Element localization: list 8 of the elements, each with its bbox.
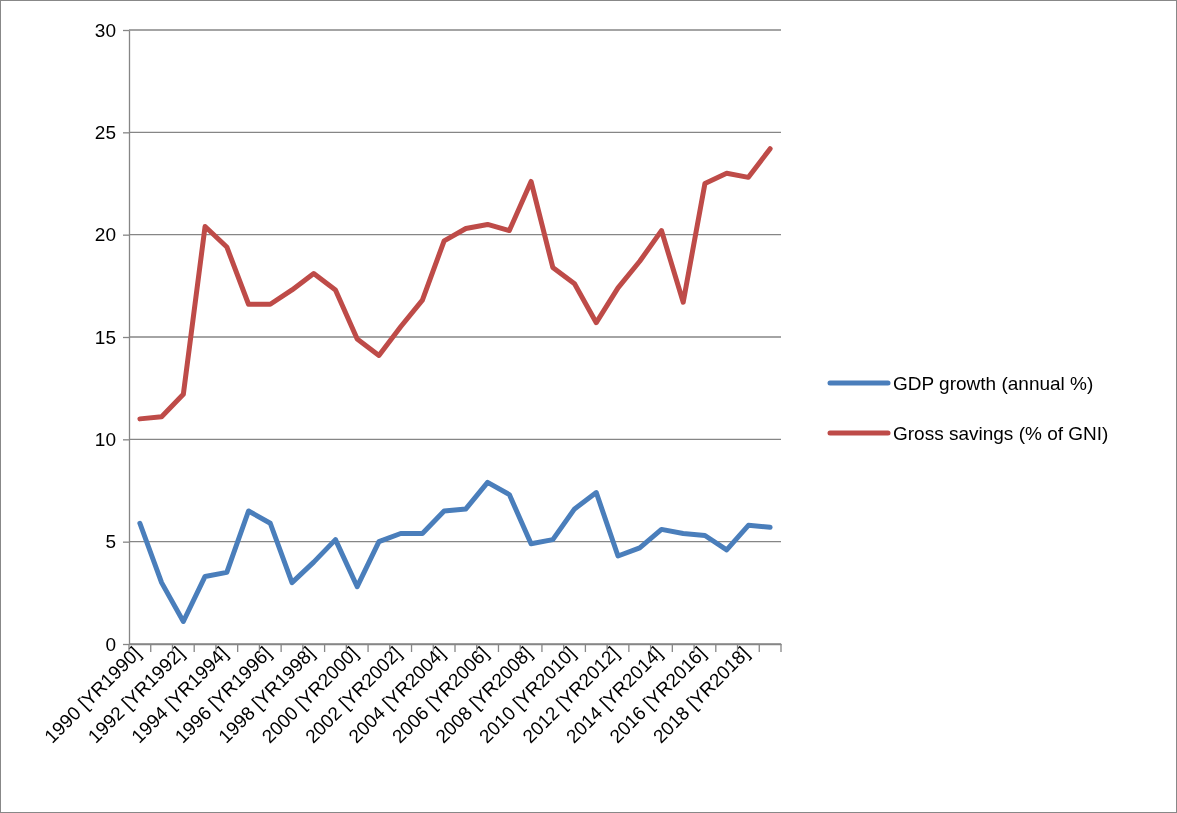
legend-label: Gross savings (% of GNI): [893, 423, 1109, 444]
y-tick-label: 30: [94, 19, 116, 41]
y-tick-label: 5: [105, 531, 116, 553]
y-tick-label: 20: [94, 224, 116, 246]
legend-label: GDP growth (annual %): [893, 373, 1094, 394]
y-tick-label: 15: [94, 326, 116, 348]
y-tick-label: 10: [94, 428, 116, 450]
y-tick-label: 25: [94, 121, 116, 143]
